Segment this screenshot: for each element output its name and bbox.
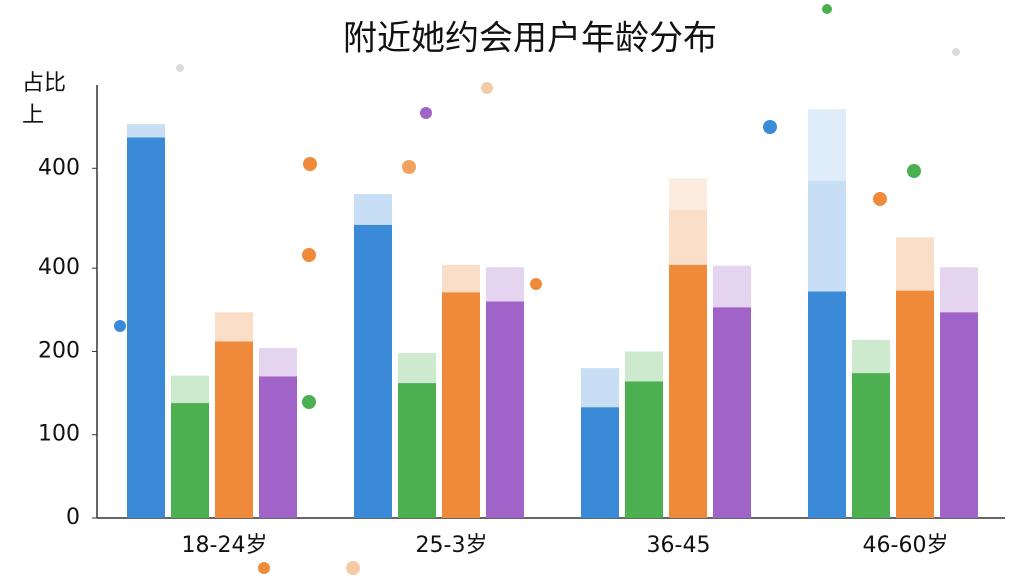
bar: [940, 312, 978, 518]
x-tick-label: 36-45: [647, 533, 711, 558]
bar: [940, 267, 978, 313]
bar: [486, 267, 524, 302]
bar: [581, 407, 619, 518]
bar: [625, 351, 663, 382]
bar: [398, 383, 436, 518]
bar: [808, 109, 846, 181]
bar: [127, 124, 165, 138]
bar: [171, 375, 209, 404]
bar: [442, 292, 480, 518]
bar: [808, 291, 846, 518]
x-tick-label: 46-60岁: [863, 533, 949, 558]
y-tick-label: 200: [38, 338, 80, 363]
bar: [896, 237, 934, 291]
bar: [852, 339, 890, 374]
bar: [625, 381, 663, 518]
bar: [215, 312, 253, 342]
bar: [354, 224, 392, 518]
bar: [215, 341, 253, 518]
bar: [669, 264, 707, 518]
bar: [713, 307, 751, 518]
decor-dots: [114, 4, 960, 575]
bar: [896, 290, 934, 518]
bar: [486, 301, 524, 518]
y-tick-label: 0: [66, 505, 80, 530]
y-tick-label: 400: [38, 255, 80, 280]
x-tick-label: 25-3岁: [416, 533, 488, 558]
chart-title: 附近她约会用户年龄分布: [343, 19, 717, 59]
bar: [259, 376, 297, 518]
bar: [852, 373, 890, 518]
bar: [127, 137, 165, 519]
bar: [398, 353, 436, 384]
bar: [354, 194, 392, 225]
bar: [808, 180, 846, 292]
bar: [669, 178, 707, 210]
y-tick-label: 100: [38, 422, 80, 447]
y-axis-label: 上: [22, 103, 44, 128]
bar: [581, 368, 619, 408]
y-tick-label: 400: [38, 155, 80, 180]
bar: [669, 209, 707, 265]
bar: [713, 265, 751, 308]
x-tick-label: 18-24岁: [182, 533, 268, 558]
bar: [171, 403, 209, 518]
y-axis-label: 占比: [22, 71, 66, 96]
bar: [442, 264, 480, 293]
bar: [259, 348, 297, 377]
